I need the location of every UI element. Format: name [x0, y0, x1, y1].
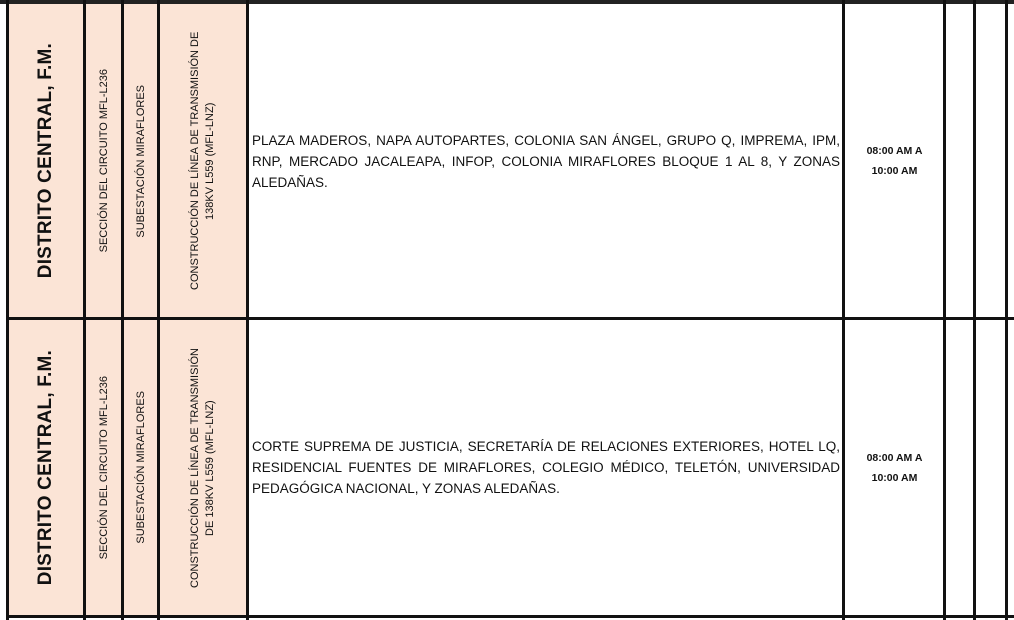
horario-end: 10:00 AM: [871, 471, 918, 484]
subestacion-cell: SUBESTACIÓN MIRAFLORES: [123, 320, 159, 615]
subestacion-text: SUBESTACIÓN MIRAFLORES: [134, 84, 147, 238]
column-divider: [973, 0, 976, 620]
table-row: DISTRITO CENTRAL, F.M. SECCIÓN DEL CIRCU…: [0, 320, 1014, 615]
subestacion-cell: SUBESTACIÓN MIRAFLORES: [123, 4, 159, 318]
subestacion-text: SUBESTACIÓN MIRAFLORES: [134, 391, 147, 544]
column-divider: [157, 0, 160, 620]
column-divider: [943, 0, 946, 620]
horario-start: 08:00 AM A: [866, 451, 923, 464]
column-divider: [83, 0, 86, 620]
horario-start: 08:00 AM A: [866, 145, 923, 157]
trabajo-text: CONSTRUCCIÓN DE LÍNEA DE TRANSMISIÓN DE …: [188, 347, 216, 588]
horario-end: 10:00 AM: [871, 165, 918, 177]
row-divider: [7, 317, 1014, 320]
horario-cell: 08:00 AM A 10:00 AM: [846, 4, 943, 318]
trabajo-cell: CONSTRUCCIÓN DE LÍNEA DE TRANSMISIÓN DE …: [159, 4, 248, 318]
row-divider: [7, 615, 1014, 618]
municipio-text: DISTRITO CENTRAL, F.M.: [35, 43, 56, 279]
column-divider: [6, 0, 9, 620]
column-divider: [1005, 0, 1008, 620]
column-divider: [121, 0, 124, 620]
table-top-border: [0, 0, 1014, 4]
trabajo-text: CONSTRUCCIÓN DE LÍNEA DE TRANSMISIÓN DE …: [188, 31, 216, 291]
municipio-cell: DISTRITO CENTRAL, F.M.: [7, 320, 85, 615]
column-divider: [842, 0, 845, 620]
municipio-text: DISTRITO CENTRAL, F.M.: [35, 349, 56, 586]
table-row: DISTRITO CENTRAL, F.M. SECCIÓN DEL CIRCU…: [0, 4, 1014, 318]
seccion-text: SECCIÓN DEL CIRCUITO MFL-L236: [97, 375, 110, 560]
seccion-cell: SECCIÓN DEL CIRCUITO MFL-L236: [85, 4, 123, 318]
zonas-text: PLAZA MADEROS, NAPA AUTOPARTES, COLONIA …: [252, 132, 840, 190]
municipio-cell: DISTRITO CENTRAL, F.M.: [7, 4, 85, 318]
column-divider: [246, 0, 249, 620]
trabajo-cell: CONSTRUCCIÓN DE LÍNEA DE TRANSMISIÓN DE …: [159, 320, 248, 615]
horario-cell: 08:00 AM A 10:00 AM: [846, 320, 943, 615]
seccion-cell: SECCIÓN DEL CIRCUITO MFL-L236: [85, 320, 123, 615]
zonas-text: CORTE SUPREMA DE JUSTICIA, SECRETARÍA DE…: [252, 439, 840, 496]
seccion-text: SECCIÓN DEL CIRCUITO MFL-L236: [97, 69, 110, 253]
